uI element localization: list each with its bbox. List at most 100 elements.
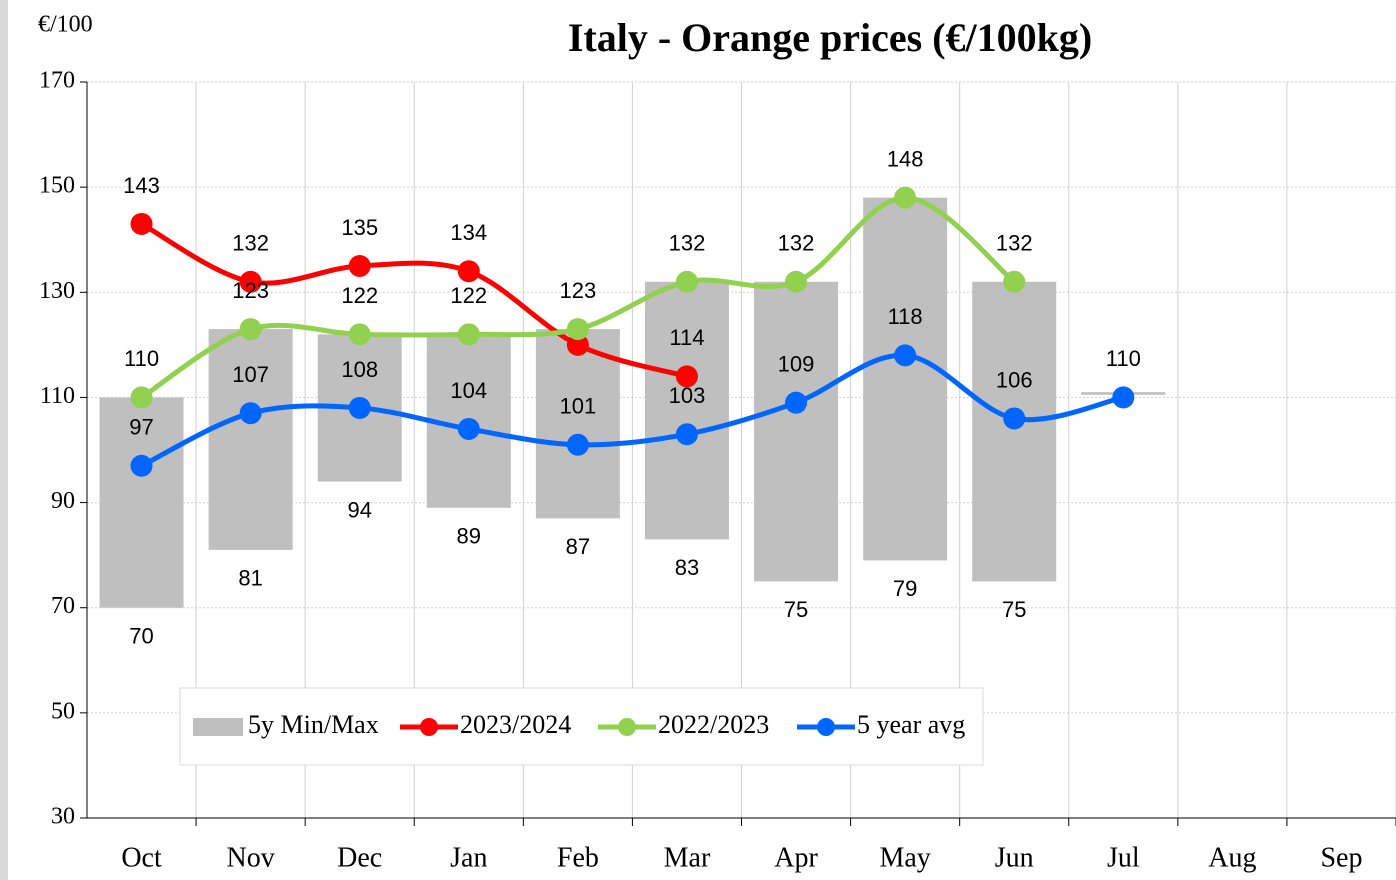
series-marker bbox=[348, 396, 371, 419]
legend-label: 2022/2023 bbox=[658, 710, 769, 739]
series-marker bbox=[1003, 270, 1026, 293]
range-bar bbox=[972, 281, 1057, 582]
data-label: 132 bbox=[996, 231, 1033, 256]
range-bar bbox=[754, 281, 839, 582]
legend-marker bbox=[618, 718, 636, 736]
series-marker bbox=[348, 255, 371, 277]
min-label: 89 bbox=[457, 524, 481, 549]
series-marker bbox=[457, 323, 480, 346]
data-label: 122 bbox=[450, 283, 487, 308]
data-label: 107 bbox=[232, 362, 269, 387]
series-marker bbox=[130, 386, 153, 409]
x-tick-label: Jul bbox=[1107, 842, 1140, 873]
data-label: 109 bbox=[778, 351, 815, 376]
series-marker bbox=[130, 212, 153, 235]
legend-label: 5y Min/Max bbox=[248, 710, 379, 739]
series-marker bbox=[239, 402, 262, 425]
x-tick-label: Jan bbox=[450, 842, 487, 873]
series-marker bbox=[675, 365, 698, 388]
min-label: 75 bbox=[1002, 597, 1026, 622]
legend-label: 2023/2024 bbox=[460, 710, 571, 739]
data-label: 134 bbox=[450, 220, 487, 245]
y-tick-label: 110 bbox=[40, 383, 75, 409]
data-label: 106 bbox=[996, 367, 1033, 392]
data-label: 143 bbox=[123, 173, 160, 198]
range-bar bbox=[535, 329, 620, 519]
series-marker bbox=[1003, 407, 1026, 430]
data-label: 104 bbox=[450, 378, 487, 403]
data-label: 122 bbox=[341, 283, 378, 308]
y-tick-label: 70 bbox=[51, 593, 75, 619]
lines bbox=[130, 186, 1135, 477]
y-tick-label: 30 bbox=[51, 804, 75, 830]
series-marker bbox=[457, 260, 480, 283]
labels: 70 81 94 89 87 83 75 79 75 143 132 135 134 114 110 123 1… bbox=[123, 146, 1141, 648]
min-label: 94 bbox=[347, 497, 371, 522]
data-label: 97 bbox=[129, 415, 153, 440]
chart-title: Italy - Orange prices (€/100kg) bbox=[568, 15, 1092, 60]
legend: 5y Min/Max 2023/2024 2022/2023 5 year avg bbox=[179, 687, 984, 766]
range-bar bbox=[99, 397, 184, 608]
x-tick-label: Nov bbox=[227, 842, 275, 873]
data-label: 110 bbox=[124, 346, 159, 371]
series-marker bbox=[348, 323, 371, 346]
min-label: 83 bbox=[675, 555, 699, 580]
series-line bbox=[140, 352, 1124, 469]
series-marker bbox=[566, 318, 589, 341]
y-axis-label: €/100 bbox=[38, 12, 93, 38]
x-tick-label: Feb bbox=[557, 842, 599, 873]
data-label: 123 bbox=[232, 278, 269, 303]
x-tick-label: Jun bbox=[995, 842, 1034, 873]
series-marker bbox=[785, 270, 808, 293]
data-label: 132 bbox=[232, 231, 269, 256]
min-label: 70 bbox=[129, 624, 153, 649]
series-marker bbox=[675, 423, 698, 446]
data-label: 103 bbox=[669, 383, 706, 408]
y-tick-label: 170 bbox=[39, 68, 75, 94]
x-tick-label: Dec bbox=[337, 842, 382, 873]
data-label: 114 bbox=[669, 325, 704, 350]
range-bar bbox=[208, 329, 293, 550]
range-bar bbox=[863, 197, 948, 561]
min-label: 81 bbox=[238, 566, 262, 591]
y-tick-label: 90 bbox=[51, 488, 75, 514]
range-bar bbox=[644, 281, 729, 540]
y-tick-label: 130 bbox=[39, 278, 75, 304]
data-label: 108 bbox=[341, 357, 378, 382]
series-marker bbox=[457, 417, 480, 440]
series-marker bbox=[894, 186, 917, 209]
min-label: 87 bbox=[566, 534, 590, 559]
y-tick-label: 150 bbox=[39, 173, 75, 199]
data-label: 132 bbox=[669, 231, 706, 256]
data-label: 148 bbox=[887, 146, 924, 171]
legend-marker bbox=[420, 718, 438, 736]
x-tick-label: Apr bbox=[774, 842, 818, 873]
x-tick-label: Sep bbox=[1320, 842, 1362, 873]
min-label: 75 bbox=[784, 597, 808, 622]
series-marker bbox=[675, 270, 698, 293]
series-marker bbox=[130, 454, 153, 477]
data-label: 123 bbox=[560, 278, 597, 303]
x-tick-label: Aug bbox=[1208, 842, 1256, 873]
series-marker bbox=[894, 344, 917, 367]
x-tick-label: Oct bbox=[121, 842, 162, 873]
min-label: 79 bbox=[893, 576, 917, 601]
series-marker bbox=[785, 391, 808, 414]
data-label: 110 bbox=[1106, 346, 1141, 371]
legend-label: 5 year avg bbox=[857, 710, 965, 739]
x-tick-label: May bbox=[879, 842, 930, 873]
series-marker bbox=[239, 270, 262, 293]
data-label: 135 bbox=[341, 215, 378, 240]
edge-strip bbox=[0, 0, 8, 880]
data-label: 118 bbox=[888, 304, 923, 329]
series-marker bbox=[1112, 386, 1135, 409]
y-tick-label: 50 bbox=[51, 698, 75, 724]
series-marker bbox=[566, 333, 589, 356]
x-tick-label: Mar bbox=[664, 842, 711, 873]
legend-marker bbox=[817, 718, 835, 736]
series-marker bbox=[566, 433, 589, 456]
legend-swatch bbox=[193, 718, 243, 736]
data-label: 132 bbox=[778, 231, 815, 256]
series-marker bbox=[239, 318, 262, 341]
